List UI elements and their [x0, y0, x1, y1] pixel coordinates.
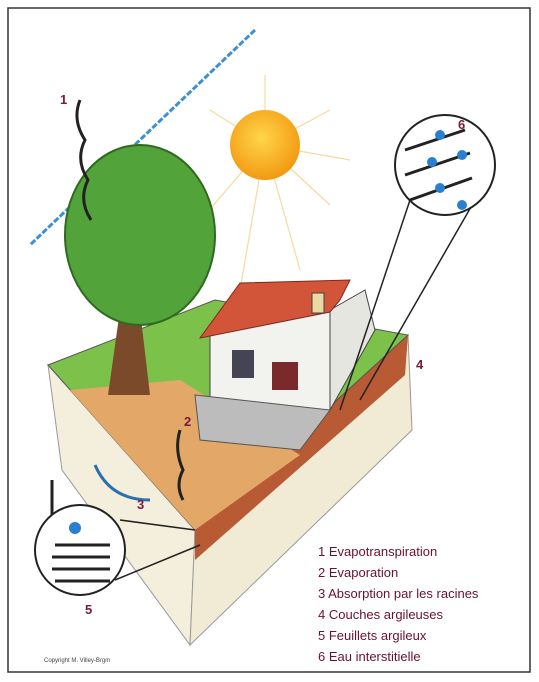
callout: 3 — [137, 497, 144, 512]
legend-item: 3 Absorption par les racines — [318, 586, 479, 601]
water-drop — [69, 522, 81, 534]
callout: 1 — [60, 92, 67, 107]
legend-item: 5 Feuillets argileux — [318, 628, 427, 643]
legend-item: 1 Evapotranspiration — [318, 544, 437, 559]
legend-item: 6 Eau interstitielle — [318, 649, 421, 664]
legend-item: 2 Evaporation — [318, 565, 398, 580]
tree-canopy — [65, 145, 215, 325]
legend-item: 4 Couches argileuses — [318, 607, 444, 622]
page: 1 2 3 4 5 6 1 Evapotranspiration 2 Evapo… — [0, 0, 539, 682]
illustration: 1 2 3 4 5 6 1 Evapotranspiration 2 Evapo… — [0, 0, 539, 682]
callout: 5 — [85, 602, 92, 617]
copyright: Copyright M. Villey-Brgm — [44, 658, 110, 664]
callout: 2 — [184, 414, 191, 429]
callout: 6 — [458, 117, 465, 132]
chimney — [312, 293, 324, 313]
sun — [230, 110, 300, 180]
window — [232, 350, 254, 378]
callout: 4 — [416, 357, 424, 372]
window — [272, 362, 298, 390]
